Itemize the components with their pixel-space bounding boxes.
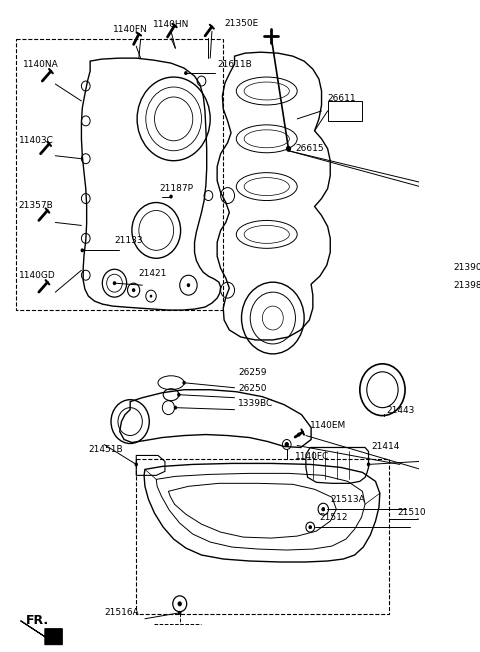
Text: 21451B: 21451B — [88, 445, 123, 454]
Text: 21414: 21414 — [371, 443, 399, 451]
Circle shape — [322, 507, 325, 511]
Circle shape — [174, 406, 177, 409]
Circle shape — [187, 283, 190, 287]
Circle shape — [132, 288, 135, 292]
Circle shape — [286, 146, 291, 152]
Text: 21350E: 21350E — [224, 20, 258, 28]
Circle shape — [309, 525, 312, 529]
Polygon shape — [21, 621, 62, 645]
Text: 21513A: 21513A — [330, 496, 365, 504]
Text: FR.: FR. — [26, 614, 49, 627]
Circle shape — [285, 442, 289, 447]
Circle shape — [367, 462, 370, 466]
Text: 21398: 21398 — [454, 281, 480, 290]
Circle shape — [169, 194, 173, 199]
Text: 26250: 26250 — [238, 384, 266, 393]
Circle shape — [297, 432, 300, 437]
Circle shape — [309, 526, 312, 529]
Text: 1140FC: 1140FC — [296, 452, 330, 462]
Text: 21510: 21510 — [397, 508, 426, 517]
Circle shape — [81, 248, 84, 252]
Text: 26615: 26615 — [296, 143, 324, 153]
Text: 21443: 21443 — [387, 406, 415, 415]
Circle shape — [444, 296, 447, 300]
Text: 21133: 21133 — [115, 236, 143, 245]
Text: 1140FN: 1140FN — [113, 25, 147, 35]
Text: 21512: 21512 — [319, 513, 348, 522]
Circle shape — [184, 71, 188, 75]
Text: 21611B: 21611B — [217, 60, 252, 69]
Text: 21390: 21390 — [454, 263, 480, 273]
Text: 26259: 26259 — [238, 368, 266, 377]
Circle shape — [287, 147, 290, 151]
Text: 21187P: 21187P — [160, 184, 194, 192]
Text: 1140HN: 1140HN — [153, 20, 189, 29]
Text: 21421: 21421 — [139, 269, 167, 278]
Circle shape — [322, 507, 325, 511]
Circle shape — [182, 381, 186, 385]
Circle shape — [178, 601, 182, 606]
Text: 1140GD: 1140GD — [19, 271, 56, 280]
Text: 26611: 26611 — [328, 94, 356, 103]
Circle shape — [177, 393, 180, 396]
Circle shape — [447, 288, 450, 292]
Text: 21357B: 21357B — [19, 201, 54, 211]
Circle shape — [150, 295, 152, 297]
Circle shape — [134, 462, 138, 466]
Text: 21516A: 21516A — [104, 608, 139, 617]
Text: 1339BC: 1339BC — [238, 398, 273, 408]
Text: 11403C: 11403C — [19, 136, 54, 145]
Circle shape — [113, 281, 116, 285]
Circle shape — [285, 443, 288, 447]
Text: 1140EM: 1140EM — [310, 421, 347, 430]
Text: 1140NA: 1140NA — [23, 60, 59, 69]
Circle shape — [178, 611, 181, 615]
